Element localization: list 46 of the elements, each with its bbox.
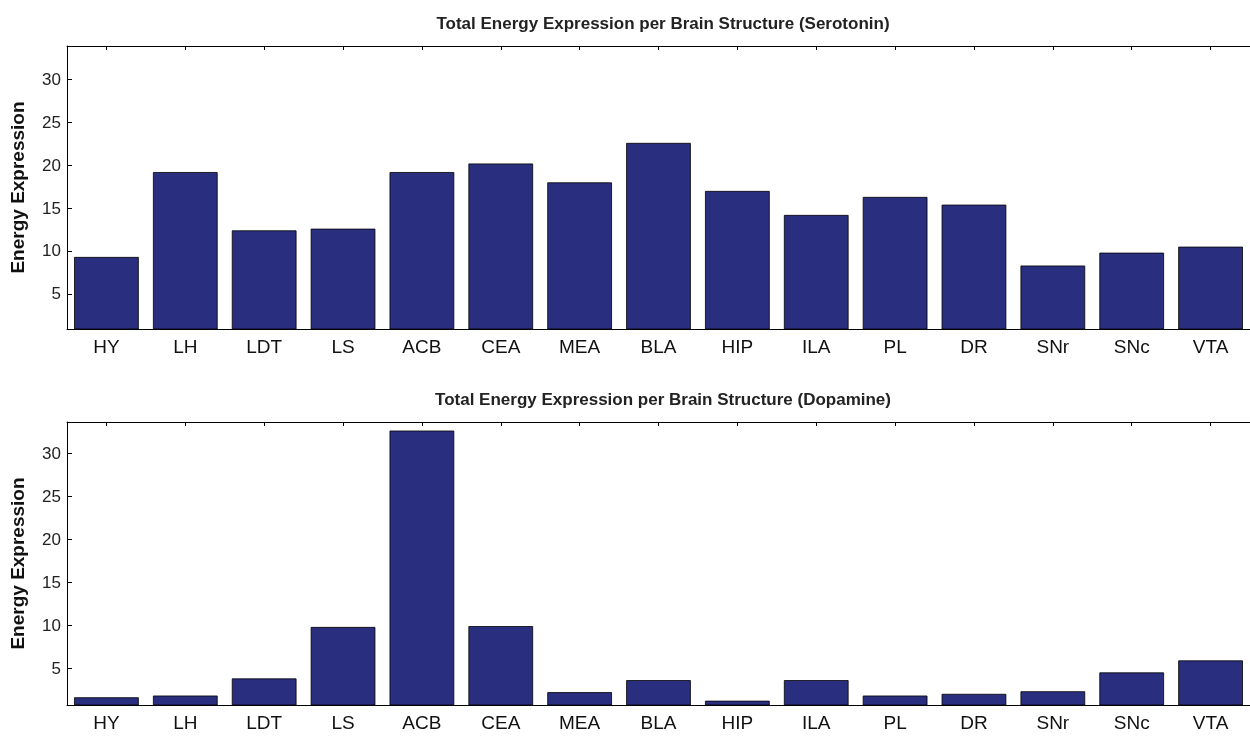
- x-tick-label: BLA: [640, 712, 677, 733]
- x-tick-label: LS: [331, 336, 355, 357]
- x-tick-label: LH: [173, 712, 198, 733]
- x-tick-label: HY: [93, 712, 120, 733]
- x-tick-label: MEA: [559, 712, 601, 733]
- x-tick-label: LH: [173, 336, 198, 357]
- x-tick-label: LDT: [246, 712, 283, 733]
- x-tick-label: LS: [331, 712, 355, 733]
- x-tick-label: SNc: [1113, 336, 1150, 357]
- x-tick-label: ACB: [402, 336, 442, 357]
- x-tick-label: CEA: [481, 336, 521, 357]
- x-tick-label: LDT: [246, 336, 283, 357]
- x-tick-label: MEA: [559, 336, 601, 357]
- x-tick-label: HY: [93, 336, 120, 357]
- x-tick-label: DR: [960, 712, 988, 733]
- x-tick-label: SNr: [1036, 336, 1070, 357]
- chart-title: Total Energy Expression per Brain Structure (Dopamine): [435, 390, 891, 409]
- x-tick-label: BLA: [640, 336, 677, 357]
- y-tick-label: 25: [42, 112, 61, 132]
- y-axis-title: Energy Expression: [7, 477, 28, 650]
- y-tick-label: 20: [42, 155, 61, 175]
- x-tick-label: DR: [960, 336, 988, 357]
- x-tick-label: VTA: [1192, 712, 1229, 733]
- y-tick-label: 25: [42, 487, 61, 507]
- y-tick-label: 5: [51, 284, 61, 304]
- y-tick-label: 15: [42, 572, 61, 592]
- x-tick-label: ILA: [801, 336, 831, 357]
- x-tick-label: HIP: [721, 336, 754, 357]
- y-tick-label: 15: [42, 198, 61, 218]
- y-axis-title: Energy Expression: [7, 101, 28, 274]
- x-tick-label: HIP: [721, 712, 754, 733]
- x-tick-label: SNr: [1036, 712, 1070, 733]
- x-tick-label: ACB: [402, 712, 442, 733]
- y-tick-label: 30: [42, 69, 61, 89]
- x-tick-label: PL: [883, 712, 907, 733]
- y-tick-label: 10: [42, 241, 61, 261]
- y-tick-label: 30: [42, 444, 61, 464]
- x-tick-label: PL: [883, 336, 907, 357]
- x-tick-label: CEA: [481, 712, 521, 733]
- y-tick-label: 5: [51, 658, 61, 678]
- x-tick-label: ILA: [801, 712, 831, 733]
- x-tick-label: SNc: [1113, 712, 1150, 733]
- y-tick-label: 10: [42, 615, 61, 635]
- y-tick-label: 20: [42, 529, 61, 549]
- chart-title: Total Energy Expression per Brain Structure (Serotonin): [436, 14, 890, 33]
- x-tick-label: VTA: [1192, 336, 1229, 357]
